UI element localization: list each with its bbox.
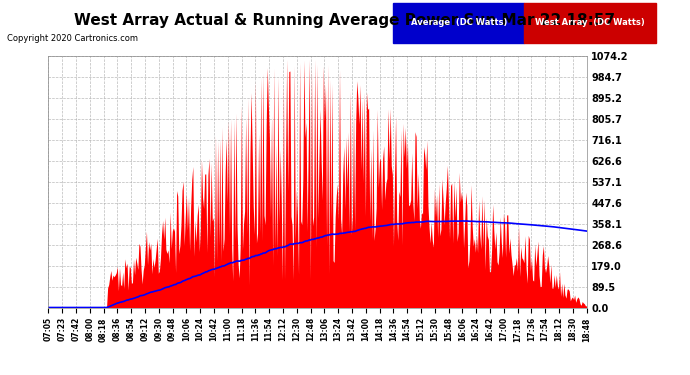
FancyBboxPatch shape [524, 3, 656, 43]
Text: West Array  (DC Watts): West Array (DC Watts) [535, 18, 645, 27]
Text: West Array Actual & Running Average Power Sun Mar 22 18:57: West Array Actual & Running Average Powe… [75, 13, 615, 28]
Text: Average  (DC Watts): Average (DC Watts) [411, 18, 507, 27]
FancyBboxPatch shape [393, 3, 524, 43]
Text: Copyright 2020 Cartronics.com: Copyright 2020 Cartronics.com [7, 34, 138, 43]
